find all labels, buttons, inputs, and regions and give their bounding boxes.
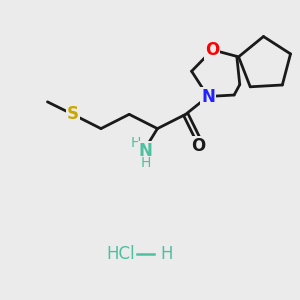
Text: S: S (67, 105, 79, 123)
Text: H: H (160, 245, 173, 263)
Text: N: N (201, 88, 215, 106)
Text: HCl: HCl (106, 245, 135, 263)
Text: O: O (205, 41, 220, 59)
Text: N: N (139, 142, 152, 160)
Text: H: H (130, 136, 141, 151)
Text: H: H (140, 156, 151, 170)
Text: O: O (191, 137, 205, 155)
